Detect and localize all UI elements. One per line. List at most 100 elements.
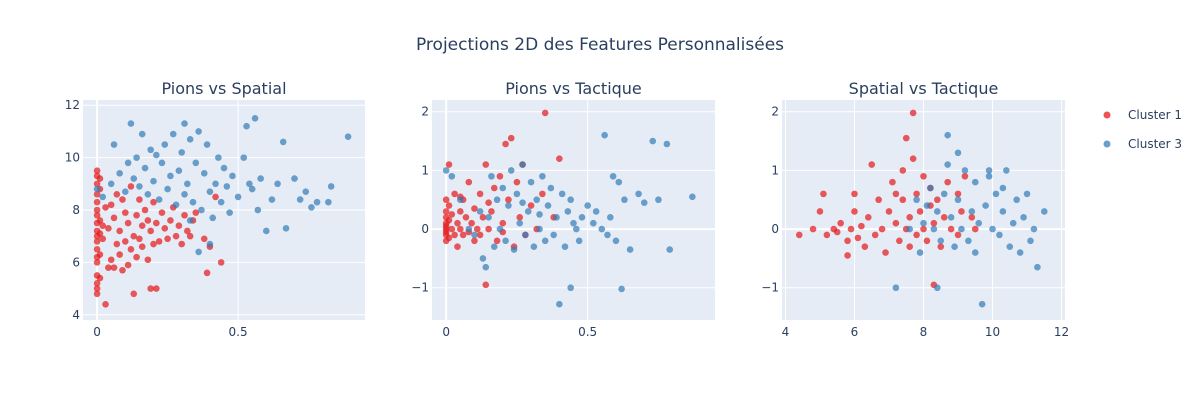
data-point [282,225,290,232]
data-point [198,206,205,214]
x-tick-label: 0 [93,325,101,339]
data-point [99,235,107,243]
data-point [516,219,524,227]
data-point [635,190,642,198]
data-point [344,133,352,140]
data-point [564,208,572,215]
data-point [1034,263,1041,271]
data-point [858,222,865,230]
data-point [795,231,803,239]
figure-title: Projections 2D des Features Personnalisé… [416,35,784,55]
data-point [541,109,549,117]
data-point [899,196,907,204]
data-point [885,208,893,215]
data-point [96,230,104,237]
data-point [442,167,450,174]
y-tick-label: 10 [65,151,80,165]
data-point [655,196,662,204]
data-point [229,172,236,180]
data-point [130,175,138,182]
data-point [102,204,109,211]
data-point [851,208,858,215]
data-point [122,238,129,245]
data-point [844,237,851,245]
data-point [663,140,671,148]
data-point [172,232,180,240]
data-point [122,188,129,195]
data-point [951,243,958,250]
data-point [442,196,450,204]
data-point [965,237,972,245]
y-tick-label: 6 [72,255,80,269]
data-point [133,211,140,219]
data-point [161,141,169,148]
data-point [144,256,152,264]
data-point [200,170,208,177]
data-point [122,209,129,216]
data-point [496,225,504,233]
data-point [476,208,484,215]
y-tick-label: 4 [72,308,80,322]
data-point [454,219,461,227]
data-point [119,196,126,203]
data-point [147,285,154,292]
data-point [485,225,492,233]
data-point [186,232,194,240]
data-point [181,190,188,198]
data-point [516,214,524,221]
data-point [113,240,121,248]
data-point [906,214,913,221]
data-point [471,205,478,212]
data-point [934,196,941,204]
data-point [527,202,535,209]
data-point [961,172,969,180]
data-point [604,231,611,239]
data-point [141,206,149,214]
subplot-1[interactable]: 0 0.5 4 6 8 10 12 Pions vs Spatial [65,79,365,339]
data-point [539,190,546,198]
data-point [102,300,109,308]
data-point [878,225,886,233]
data-point [136,196,143,203]
data-point [169,130,177,138]
data-point [996,231,1003,239]
data-point [96,274,104,282]
data-point [93,290,101,298]
data-point [110,141,118,148]
subplot-2[interactable]: 0 0.5 −1 0 1 2 Pions vs Tactique [411,79,715,339]
data-point [167,172,174,180]
legend[interactable]: Cluster 1 Cluster 3 [1103,108,1183,151]
data-point [195,248,202,256]
data-point [181,120,188,127]
data-point [985,167,993,174]
data-point [1030,225,1038,233]
data-point [158,209,166,216]
data-point [133,154,140,161]
data-point [934,284,941,292]
data-point [968,214,976,221]
data-point [136,183,143,190]
data-point [913,231,920,239]
data-point [457,208,464,215]
data-point [445,161,453,168]
data-point [505,202,512,209]
data-point [937,237,945,245]
legend-item-cluster-1[interactable]: Cluster 1 [1103,108,1183,122]
data-point [502,140,509,148]
legend-item-cluster-3[interactable]: Cluster 3 [1103,137,1183,151]
data-point [496,172,504,180]
data-point [909,109,917,117]
data-point [147,227,154,235]
data-point [93,259,101,266]
y-tick-label: 1 [771,163,779,177]
data-point [573,225,580,233]
data-point [513,190,521,198]
data-point [539,172,546,180]
data-point [913,190,920,198]
data-point [96,217,104,224]
data-point [913,196,920,204]
data-point [257,175,264,182]
data-point [519,161,526,168]
data-point [325,198,332,206]
